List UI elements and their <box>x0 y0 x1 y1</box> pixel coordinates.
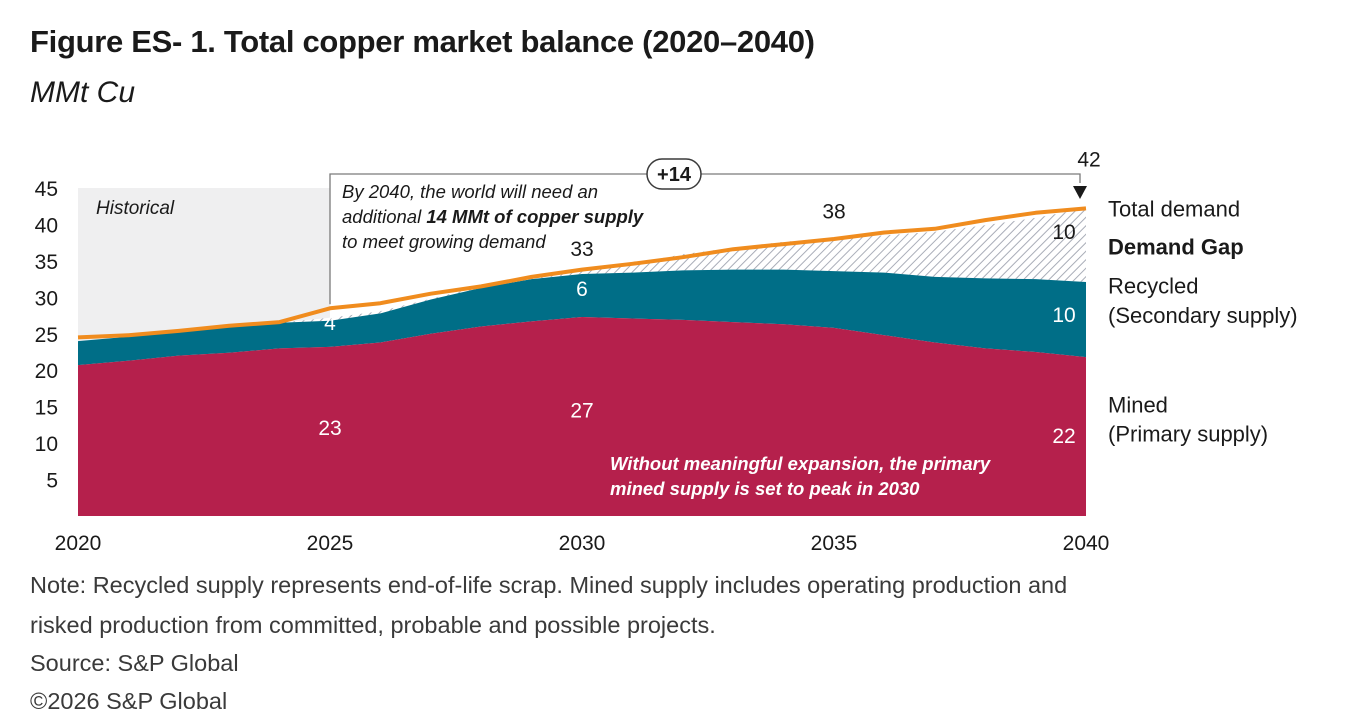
data-label-23: 23 <box>318 417 341 440</box>
demand-note-line3: to meet growing demand <box>342 231 546 252</box>
chart-title: Figure ES- 1. Total copper market balanc… <box>30 24 815 59</box>
legend-recycled: Recycled <box>1108 274 1198 299</box>
demand-note-line1: By 2040, the world will need an <box>342 181 598 202</box>
data-labels: 4 23 6 27 33 38 10 10 22 42 <box>318 149 1100 448</box>
x-tick-label-2035: 2035 <box>811 532 858 555</box>
mined-note-line2: mined supply is set to peak in 2030 <box>610 478 920 499</box>
y-tick-label-10: 10 <box>35 433 58 456</box>
note-line1: Note: Recycled supply represents end-of-… <box>30 572 1068 598</box>
legend-total-demand: Total demand <box>1108 196 1240 221</box>
data-label-38: 38 <box>822 201 845 224</box>
y-tick-label-5: 5 <box>46 470 58 493</box>
data-label-10: 10 <box>1052 304 1075 327</box>
y-tick-label-25: 25 <box>35 324 58 347</box>
mined-note-line1-b: primary <box>921 453 992 474</box>
legend-mined: Mined <box>1108 392 1168 417</box>
stacked-areas <box>78 208 1086 516</box>
data-label-27: 27 <box>570 400 593 423</box>
area-demand-gap <box>78 208 1086 342</box>
data-label-22: 22 <box>1052 425 1075 448</box>
mined-note-line1: Without meaningful expansion, the primar… <box>610 453 992 474</box>
y-tick-label-45: 45 <box>35 178 58 201</box>
demand-gap-bracket <box>329 173 1081 305</box>
copyright: ©2026 S&P Global <box>30 688 228 714</box>
y-tick-label-15: 15 <box>35 397 58 420</box>
note-line2: risked production from committed, probab… <box>30 612 716 638</box>
y-tick-label-35: 35 <box>35 251 58 274</box>
bracket-pill <box>646 158 702 190</box>
bracket-label: +14 <box>657 164 692 186</box>
x-tick-label-2025: 2025 <box>307 532 354 555</box>
chart-subtitle: MMt Cu <box>30 76 135 109</box>
legend-mined-sub: (Primary supply) <box>1108 422 1268 447</box>
legend-demand-gap: Demand Gap <box>1108 234 1244 259</box>
line-total-demand <box>77 206 1087 340</box>
historical-label: Historical <box>96 198 175 219</box>
data-label-4: 4 <box>324 312 336 335</box>
x-tick-label-2020: 2020 <box>55 532 102 555</box>
source: Source: S&P Global <box>30 650 239 676</box>
x-tick-label-2040: 2040 <box>1063 532 1110 555</box>
data-label-6: 6 <box>576 278 588 301</box>
demand-note-line2-regular: additional <box>342 206 426 227</box>
area-recycled-supply <box>78 269 1086 366</box>
area-mined-supply <box>78 317 1086 516</box>
data-label-33: 33 <box>570 238 593 261</box>
legend-recycled-sub: (Secondary supply) <box>1108 303 1298 328</box>
copper-balance-chart: Historical +14 By 2040, the world will n… <box>35 149 1298 555</box>
arrow-down-icon <box>1073 186 1087 199</box>
y-tick-label-30: 30 <box>35 287 58 310</box>
data-label-10: 10 <box>1052 221 1075 244</box>
demand-note-line2-bold: 14 MMt of copper supply <box>426 206 645 227</box>
y-tick-label-20: 20 <box>35 360 58 383</box>
y-tick-label-40: 40 <box>35 214 58 237</box>
x-tick-label-2030: 2030 <box>559 532 606 555</box>
data-label-42: 42 <box>1077 149 1100 172</box>
demand-note-line2: additional 14 MMt of copper supply <box>342 206 645 227</box>
mined-note-line1-a: Without meaningful expansion, the <box>610 453 922 474</box>
